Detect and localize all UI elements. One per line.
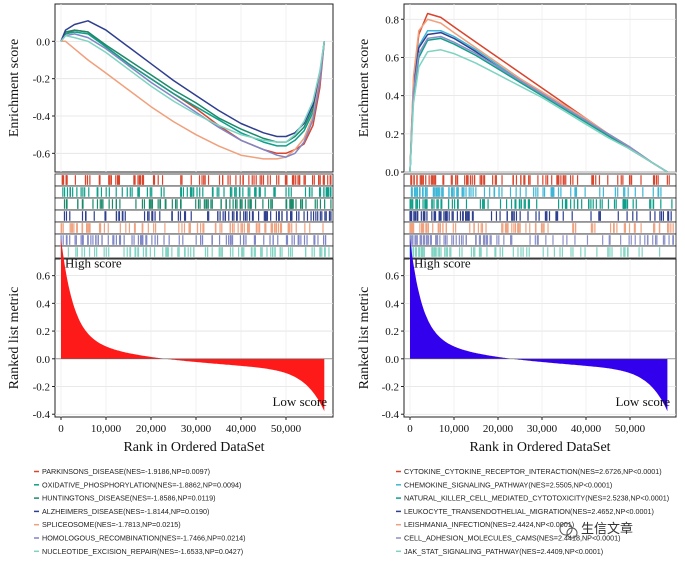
series-line xyxy=(409,49,668,173)
x-axis-label: Rank in Ordered DataSet xyxy=(469,440,610,455)
legend-entry: HUNTINGTONS_DISEASE(NES=-1.8586,NP=0.011… xyxy=(42,494,216,503)
series-line xyxy=(60,20,326,138)
metric-ytick-label: 0.4 xyxy=(385,298,399,310)
panel-A: 0.0 -0.2 -0.4 -0.6 Enrichment score 0.6 0.4 0.2… xyxy=(7,3,334,556)
xtick-label: 30,000 xyxy=(181,423,212,435)
series-line xyxy=(409,35,668,173)
xtick-label: 10,000 xyxy=(439,423,470,435)
series-line xyxy=(60,33,326,158)
legend-entry: PARKINSONS_DISEASE(NES=-1.9186,NP=0.0097… xyxy=(42,467,210,476)
legend-entry: JAK_STAT_SIGNALING_PATHWAY(NES=2.4409,NP… xyxy=(404,547,603,556)
legend-entry: OXIDATIVE_PHOSPHORYLATION(NES=-1.8862,NP… xyxy=(42,480,241,489)
high-score-label: High score xyxy=(414,255,471,270)
metric-ytick-label: 0.6 xyxy=(36,271,50,283)
metric-ytick-label: 0.0 xyxy=(385,354,399,366)
high-score-label: High score xyxy=(65,255,122,270)
wechat-icon-bubble xyxy=(566,527,578,539)
low-score-label: Low score xyxy=(272,394,327,409)
metric-ytick-label: 0.2 xyxy=(36,326,50,338)
es-ylabel: Enrichment score xyxy=(7,39,22,137)
metric-ytick-label: 0.2 xyxy=(385,326,399,338)
metric-frame xyxy=(54,258,334,418)
watermark-text: 生信文章 xyxy=(581,521,633,537)
metric-ytick-label: -0.4 xyxy=(33,409,51,421)
series-line xyxy=(409,37,668,173)
legend-entry: LEISHMANIA_INFECTION(NES=2.4424,NP<0.000… xyxy=(404,520,574,529)
xtick-label: 10,000 xyxy=(91,423,122,435)
es-frame xyxy=(54,3,334,173)
low-score-label: Low score xyxy=(615,394,670,409)
wechat-icon xyxy=(559,522,573,536)
metric-ytick-label: 0.0 xyxy=(36,354,50,366)
x-axis-label: Rank in Ordered DataSet xyxy=(123,440,264,455)
es-ytick-label: 0.0 xyxy=(385,167,399,179)
series-line xyxy=(60,31,326,147)
barcode-row xyxy=(403,197,677,211)
xtick-label: 0 xyxy=(58,423,64,435)
legend-entry: ALZHEIMERS_DISEASE(NES=-1.8144,NP=0.0190… xyxy=(42,507,209,516)
panel-B: 0.0 0.2 0.4 0.6 0.8 Enrichment score 0.6 0.4 0.2… xyxy=(357,3,677,556)
legend-entry: CYTOKINE_CYTOKINE_RECEPTOR_INTERACTION(N… xyxy=(404,467,662,476)
legend-entry: LEUKOCYTE_TRANSENDOTHELIAL_MIGRATION(NES… xyxy=(404,507,654,516)
metric-ytick-label: -0.2 xyxy=(33,382,50,394)
es-ylabel: Enrichment score xyxy=(357,39,372,137)
es-ytick-label: -0.6 xyxy=(33,148,51,160)
es-ytick-label: 0.2 xyxy=(385,129,399,141)
metric-ytick-label: -0.2 xyxy=(382,382,399,394)
watermark: 生信文章 xyxy=(559,521,633,539)
barcode-row xyxy=(403,173,677,187)
es-ytick-label: 0.0 xyxy=(36,36,50,48)
metric-ylabel: Ranked list metric xyxy=(7,287,22,390)
series-line xyxy=(60,29,326,143)
legend-entry: CELL_ADHESION_MOLECULES_CAMS(NES=2.4418,… xyxy=(404,534,621,543)
xtick-label: 50,000 xyxy=(615,423,646,435)
metric-frame xyxy=(403,258,677,418)
series-line xyxy=(60,34,326,143)
xtick-label: 30,000 xyxy=(527,423,558,435)
legend-entry: NUCLEOTIDE_EXCISION_REPAIR(NES=-1.6533,N… xyxy=(42,547,243,556)
xtick-label: 20,000 xyxy=(136,423,167,435)
barcode-row xyxy=(54,233,334,247)
series-line xyxy=(61,40,326,160)
es-ytick-label: -0.2 xyxy=(33,74,50,86)
es-ytick-label: -0.4 xyxy=(33,111,51,123)
es-frame xyxy=(403,3,677,173)
metric-ytick-label: -0.4 xyxy=(382,409,400,421)
xtick-label: 20,000 xyxy=(483,423,514,435)
es-ytick-label: 0.8 xyxy=(385,14,399,26)
xtick-label: 50,000 xyxy=(271,423,302,435)
barcode-row xyxy=(54,173,334,187)
metric-ytick-label: 0.4 xyxy=(36,298,50,310)
legend-entry: HOMOLOGOUS_RECOMBINATION(NES=-1.7466,NP=… xyxy=(42,534,246,543)
es-ytick-label: 0.6 xyxy=(385,52,399,64)
xtick-label: 40,000 xyxy=(226,423,257,435)
metric-ylabel: Ranked list metric xyxy=(357,287,372,390)
xtick-label: 40,000 xyxy=(571,423,602,435)
legend-entry: NATURAL_KILLER_CELL_MEDIATED_CYTOTOXICIT… xyxy=(404,494,669,503)
es-ytick-label: 0.4 xyxy=(385,91,399,103)
metric-ytick-label: 0.6 xyxy=(385,271,399,283)
legend-entry: SPLICEOSOME(NES=-1.7813,NP=0.0215) xyxy=(42,520,181,529)
legend-entry: CHEMOKINE_SIGNALING_PATHWAY(NES=2.5505,N… xyxy=(404,480,612,489)
xtick-label: 0 xyxy=(407,423,413,435)
